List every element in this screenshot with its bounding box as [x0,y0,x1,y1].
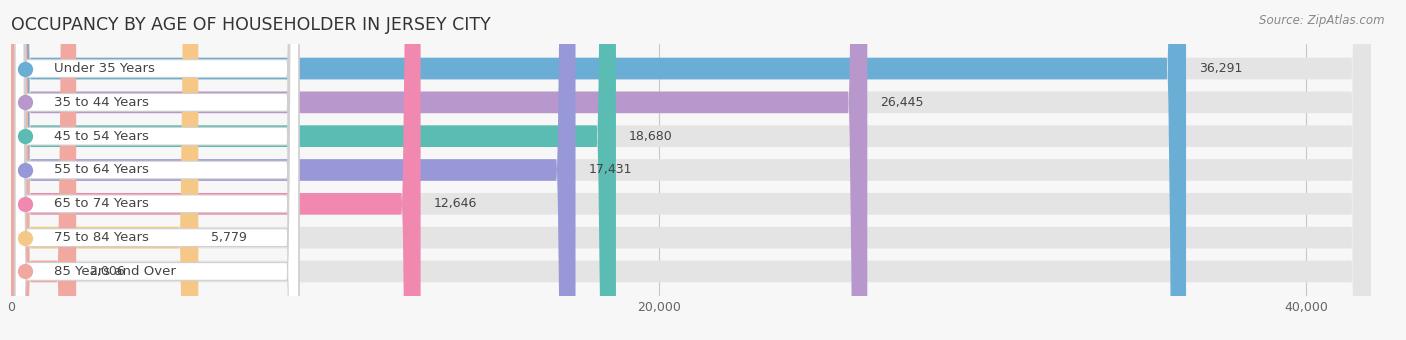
Text: 26,445: 26,445 [880,96,924,109]
Text: 85 Years and Over: 85 Years and Over [53,265,176,278]
Text: 17,431: 17,431 [589,164,631,176]
FancyBboxPatch shape [11,0,1371,340]
FancyBboxPatch shape [11,0,76,340]
Text: 18,680: 18,680 [628,130,672,143]
FancyBboxPatch shape [11,0,1371,340]
FancyBboxPatch shape [11,0,198,340]
FancyBboxPatch shape [11,0,616,340]
Text: 35 to 44 Years: 35 to 44 Years [53,96,149,109]
FancyBboxPatch shape [15,0,298,340]
Text: 75 to 84 Years: 75 to 84 Years [53,231,149,244]
Text: 45 to 54 Years: 45 to 54 Years [53,130,149,143]
FancyBboxPatch shape [11,0,1371,340]
FancyBboxPatch shape [11,0,1371,340]
FancyBboxPatch shape [15,0,298,340]
FancyBboxPatch shape [11,0,575,340]
FancyBboxPatch shape [15,0,298,340]
FancyBboxPatch shape [11,0,1187,340]
Text: 2,006: 2,006 [89,265,125,278]
FancyBboxPatch shape [11,0,1371,340]
FancyBboxPatch shape [15,0,298,340]
Text: Source: ZipAtlas.com: Source: ZipAtlas.com [1260,14,1385,27]
FancyBboxPatch shape [15,0,298,340]
FancyBboxPatch shape [15,0,298,340]
FancyBboxPatch shape [11,0,420,340]
FancyBboxPatch shape [15,0,298,340]
FancyBboxPatch shape [11,0,1371,340]
Text: 12,646: 12,646 [433,197,477,210]
Text: 5,779: 5,779 [211,231,247,244]
Text: 65 to 74 Years: 65 to 74 Years [53,197,149,210]
Text: 36,291: 36,291 [1199,62,1243,75]
FancyBboxPatch shape [11,0,1371,340]
FancyBboxPatch shape [11,0,868,340]
Text: 55 to 64 Years: 55 to 64 Years [53,164,149,176]
Text: Under 35 Years: Under 35 Years [53,62,155,75]
Text: OCCUPANCY BY AGE OF HOUSEHOLDER IN JERSEY CITY: OCCUPANCY BY AGE OF HOUSEHOLDER IN JERSE… [11,16,491,34]
